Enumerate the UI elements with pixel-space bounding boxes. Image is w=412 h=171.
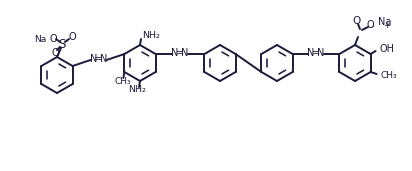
Text: N: N bbox=[100, 54, 107, 64]
Text: N: N bbox=[317, 48, 325, 58]
Text: O: O bbox=[366, 20, 374, 30]
Text: NH₂: NH₂ bbox=[128, 86, 146, 95]
Text: O: O bbox=[353, 16, 361, 26]
Text: CH₃: CH₃ bbox=[381, 71, 397, 81]
Text: =: = bbox=[312, 48, 320, 58]
Text: N: N bbox=[307, 48, 315, 58]
Text: N: N bbox=[171, 48, 179, 58]
Text: O: O bbox=[49, 34, 57, 44]
Text: NH₂: NH₂ bbox=[142, 31, 160, 41]
Text: Na: Na bbox=[34, 35, 46, 43]
Text: =: = bbox=[94, 54, 103, 64]
Text: ⁻: ⁻ bbox=[371, 23, 375, 32]
Text: O: O bbox=[68, 32, 76, 42]
Text: +: + bbox=[383, 21, 391, 30]
Text: S: S bbox=[59, 37, 66, 50]
Text: OH: OH bbox=[379, 44, 395, 54]
Text: N: N bbox=[90, 54, 97, 64]
Text: CH₃: CH₃ bbox=[114, 76, 131, 86]
Text: =: = bbox=[176, 48, 184, 58]
Text: Na: Na bbox=[378, 17, 391, 27]
Text: O: O bbox=[51, 48, 59, 58]
Text: N: N bbox=[181, 48, 189, 58]
